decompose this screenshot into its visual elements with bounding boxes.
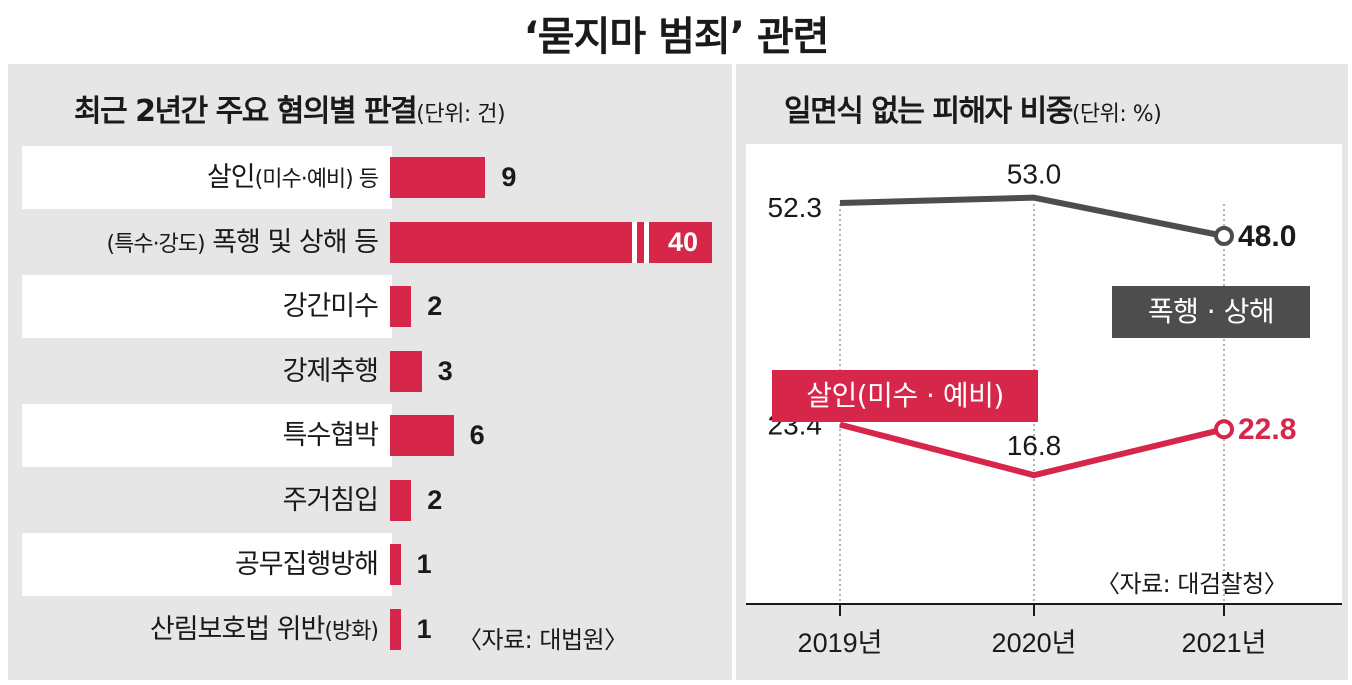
series-endpoint-marker [1214,226,1234,246]
series-name-tag: 살인(미수 · 예비) [772,370,1038,422]
series-endpoint-marker [1214,419,1234,440]
bar-value-label: 3 [437,355,453,386]
data-value-label: 48.0 [1238,220,1296,253]
bar-row-band [22,275,392,338]
bar-value-label: 1 [416,549,432,579]
axis-break-mark [644,221,649,263]
bar-chart-unit: (단위: 건) [416,102,506,127]
bar-chart-title: 최근 2년간 주요 혐의별 판결(단위: 건) [74,86,506,130]
bar-mark [390,544,401,585]
series-line [839,194,1225,239]
bar-row-band [22,533,392,596]
bar-category-label: 특수협박 [8,420,379,451]
series-line [839,421,1225,479]
bar-category-label-part: 특수협박 [282,420,379,451]
data-value-label: 16.8 [1007,430,1062,461]
bar-category-label: 공무집행방해 [8,549,379,580]
line-chart-title: 일면식 없는 피해자 비중(단위: %) [784,86,1162,130]
x-tick-label: 2020년 [992,628,1077,658]
bar-mark [390,157,486,198]
line-chart-unit: (단위: %) [1071,102,1162,127]
data-value-label: 52.3 [768,192,823,223]
bar-category-label: 강간미수 [8,291,379,322]
x-tick-label: 2021년 [1182,628,1267,658]
bar-chart-panel: 최근 2년간 주요 혐의별 판결(단위: 건) 살인(미수·예비) 등 9 (특수·… [8,64,732,680]
line-chart-source: 〈자료: 대검찰청〉 [1096,570,1288,598]
bar-category-label: 강제추행 [8,355,379,387]
bar-mark [390,350,422,392]
axis-break-mark [632,221,637,263]
bar-category-label-part: (특수·강도) [106,231,206,257]
line-chart-panel: 일면식 없는 피해자 비중(단위: %) 2019년 2020년 2021년 52.3… [736,64,1348,680]
bar-value-label: 2 [427,291,443,321]
bar-category-label-part: (방화) [324,618,379,644]
bar-value-label: 40 [668,226,699,257]
x-tick-label: 2019년 [798,628,883,658]
bar-category-label-part: (미수·예비) 등 [254,167,379,192]
bar-category-label-part: 살인 [206,162,256,193]
bar-category-label-part: 산림보호법 위반 [149,613,325,645]
bar-value-label: 1 [416,613,432,644]
bar-mark [390,479,412,521]
bar-row-band [22,146,392,209]
bar-value-label: 6 [469,420,485,450]
data-value-label: 22.8 [1238,413,1296,446]
bar-mark [390,221,712,263]
bar-category-label-part: 주거침입 [282,484,379,516]
bar-category-label: 주거침입 [8,484,379,516]
bar-category-label: 살인(미수·예비) 등 [8,162,379,193]
bar-category-label-part: 강제추행 [282,355,379,387]
bar-mark [390,608,401,650]
bar-category-label-part: 강간미수 [282,291,379,322]
bar-category-label: (특수·강도) 폭행 및 상해 등 [8,226,380,258]
bar-row-band [22,404,392,467]
line-chart-title-text: 일면식 없는 피해자 비중 [784,94,1073,129]
bar-category-label-part: 폭행 및 상해 등 [204,226,379,258]
bar-value-label: 2 [427,484,443,515]
bar-mark [390,286,412,327]
bar-chart-source: 〈자료: 대법원〉 [458,626,628,654]
bar-chart-title-text: 최근 2년간 주요 혐의별 판결 [74,94,418,129]
bar-category-label-part: 공무집행방해 [234,549,379,580]
page-title: ‘묻지마 범죄’ 관련 [523,14,830,60]
bar-value-label: 9 [501,162,517,192]
bar-category-label: 산림보호법 위반(방화) [8,613,379,645]
bar-mark [390,415,454,456]
series-name-tag: 폭행 · 상해 [1112,286,1310,338]
data-value-label: 53.0 [1007,159,1062,190]
